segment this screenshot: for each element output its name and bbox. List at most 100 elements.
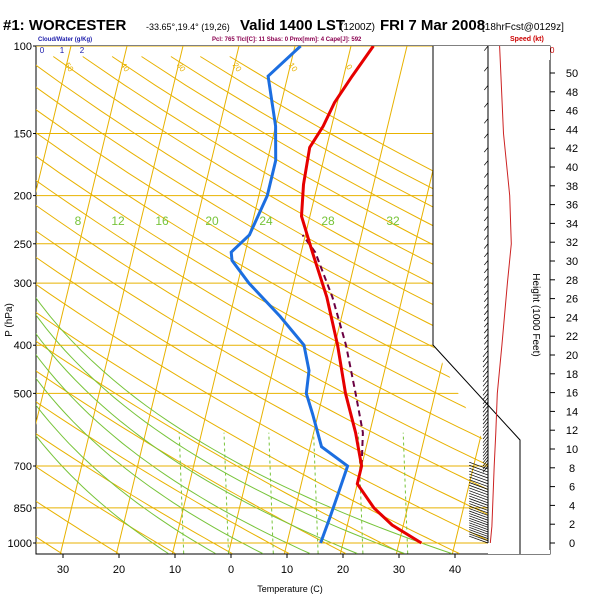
height-tick-label: 22 bbox=[566, 331, 578, 343]
moist-adiabat-line bbox=[36, 377, 263, 554]
cloud-water-label: Cloud/Water (g/Kg) bbox=[38, 37, 92, 43]
pressure-tick-label: 200 bbox=[14, 191, 32, 203]
wind-barb bbox=[482, 443, 489, 450]
height-tick-label: 28 bbox=[566, 275, 578, 287]
wind-barb bbox=[469, 524, 489, 533]
height-tick-label: 10 bbox=[566, 444, 578, 456]
temperature-tick-label: 20 bbox=[113, 564, 125, 576]
pressure-tick-label: 300 bbox=[14, 278, 32, 290]
isotherm-line bbox=[283, 46, 408, 554]
mixing-ratio-lines bbox=[36, 297, 452, 554]
temperature-tick-label: 10 bbox=[281, 564, 293, 576]
mixing-label: 28 bbox=[321, 214, 335, 228]
wind-barb bbox=[469, 520, 489, 528]
height-tick-label: 6 bbox=[569, 482, 575, 494]
dry-adiabat-line bbox=[53, 56, 550, 342]
wind-barb bbox=[483, 195, 489, 201]
wind-barb bbox=[482, 401, 489, 409]
dry-adiabat-line bbox=[36, 340, 403, 554]
wind-barb bbox=[469, 495, 489, 504]
wind-barb bbox=[469, 479, 489, 487]
height-tick-label: 36 bbox=[566, 200, 578, 212]
wind-barb bbox=[482, 365, 489, 373]
wind-barb bbox=[469, 510, 489, 519]
height-tick-label: 26 bbox=[566, 294, 578, 306]
wind-barb bbox=[482, 453, 489, 460]
wind-barb bbox=[469, 533, 489, 542]
mixing-label: 12 bbox=[111, 214, 125, 228]
wind-barb bbox=[482, 405, 489, 413]
wind-barb bbox=[482, 409, 489, 417]
isotherm-label: 0 bbox=[344, 63, 354, 72]
dry-adiabat-line bbox=[36, 283, 517, 554]
isotherm-line bbox=[171, 46, 296, 554]
wind-barb bbox=[483, 46, 489, 51]
wind-barb bbox=[483, 184, 489, 190]
temperature-tick-label: 40 bbox=[449, 564, 461, 576]
wind-barb bbox=[483, 172, 489, 178]
wind-barb bbox=[469, 529, 489, 537]
wind-barb bbox=[483, 296, 489, 302]
moist-adiabat-line bbox=[36, 297, 452, 554]
mixing-ratio-line bbox=[268, 432, 274, 554]
height-tick-label: 14 bbox=[566, 406, 578, 418]
parcel-trace-line bbox=[301, 234, 364, 467]
chart-title-station: #1: WORCESTER bbox=[3, 17, 127, 34]
wind-barb bbox=[483, 260, 489, 266]
wind-barb bbox=[469, 522, 489, 530]
wind-barb bbox=[482, 360, 489, 368]
wind-barb bbox=[469, 500, 489, 509]
height-tick-label: 40 bbox=[566, 162, 578, 174]
wind-barb bbox=[469, 531, 489, 539]
pressure-tick-label: 150 bbox=[14, 129, 32, 141]
temperature-tick-label: 0 bbox=[228, 564, 234, 576]
pressure-tick-label: 250 bbox=[14, 239, 32, 251]
wind-barb bbox=[482, 350, 489, 358]
moist-adiabat-line bbox=[36, 332, 358, 554]
wind-barb bbox=[469, 490, 489, 498]
wind-panel-edge bbox=[432, 46, 521, 554]
mixing-labels: 8 12 16 20 24 28 32 bbox=[75, 214, 400, 228]
mixing-label: 24 bbox=[259, 214, 273, 228]
pressure-tick-label: 700 bbox=[14, 461, 32, 473]
wind-barb bbox=[482, 413, 489, 421]
wind-barb bbox=[483, 345, 489, 351]
wind-barb bbox=[483, 316, 489, 322]
wind-barb bbox=[482, 432, 489, 440]
mixing-ratio-line bbox=[313, 432, 319, 554]
moist-adiabat-line bbox=[36, 354, 311, 554]
wind-barb bbox=[482, 449, 489, 457]
wind-barb bbox=[482, 462, 489, 470]
height-tick-label: 16 bbox=[566, 388, 578, 400]
wind-barb bbox=[469, 498, 489, 506]
height-tick-label: 32 bbox=[566, 237, 578, 249]
wind-barb bbox=[469, 470, 489, 479]
temperature-tick-label: 30 bbox=[393, 564, 405, 576]
pressure-tick-label: 500 bbox=[14, 388, 32, 400]
wind-panel-mask bbox=[433, 46, 550, 554]
height-tick-label: 2 bbox=[569, 519, 575, 531]
wind-barb bbox=[469, 464, 489, 473]
wind-barb bbox=[483, 322, 489, 328]
wind-barb bbox=[469, 484, 489, 493]
wind-barb bbox=[469, 527, 489, 535]
temperature-tick-label: 10 bbox=[169, 564, 181, 576]
height-tick-label: 24 bbox=[566, 312, 578, 324]
wind-barb bbox=[482, 397, 489, 405]
wind-barb bbox=[482, 425, 489, 432]
wind-barb bbox=[483, 160, 489, 166]
wind-barb bbox=[469, 513, 489, 521]
wind-barb bbox=[482, 355, 489, 363]
wind-barb bbox=[469, 535, 489, 544]
wind-barb bbox=[483, 339, 489, 345]
mixing-ratio-line bbox=[357, 432, 364, 554]
chart-title-utc: (1200Z) bbox=[340, 22, 375, 33]
height-tick-label: 18 bbox=[566, 369, 578, 381]
wind-barb bbox=[469, 505, 489, 514]
wind-barb bbox=[483, 303, 489, 309]
chart-title-valid: Valid 1400 LST bbox=[240, 17, 345, 34]
pressure-tick-label: 1000 bbox=[8, 538, 32, 550]
wind-barb bbox=[483, 85, 489, 91]
wind-barb bbox=[482, 439, 489, 447]
dry-adiabat-line bbox=[82, 56, 550, 322]
